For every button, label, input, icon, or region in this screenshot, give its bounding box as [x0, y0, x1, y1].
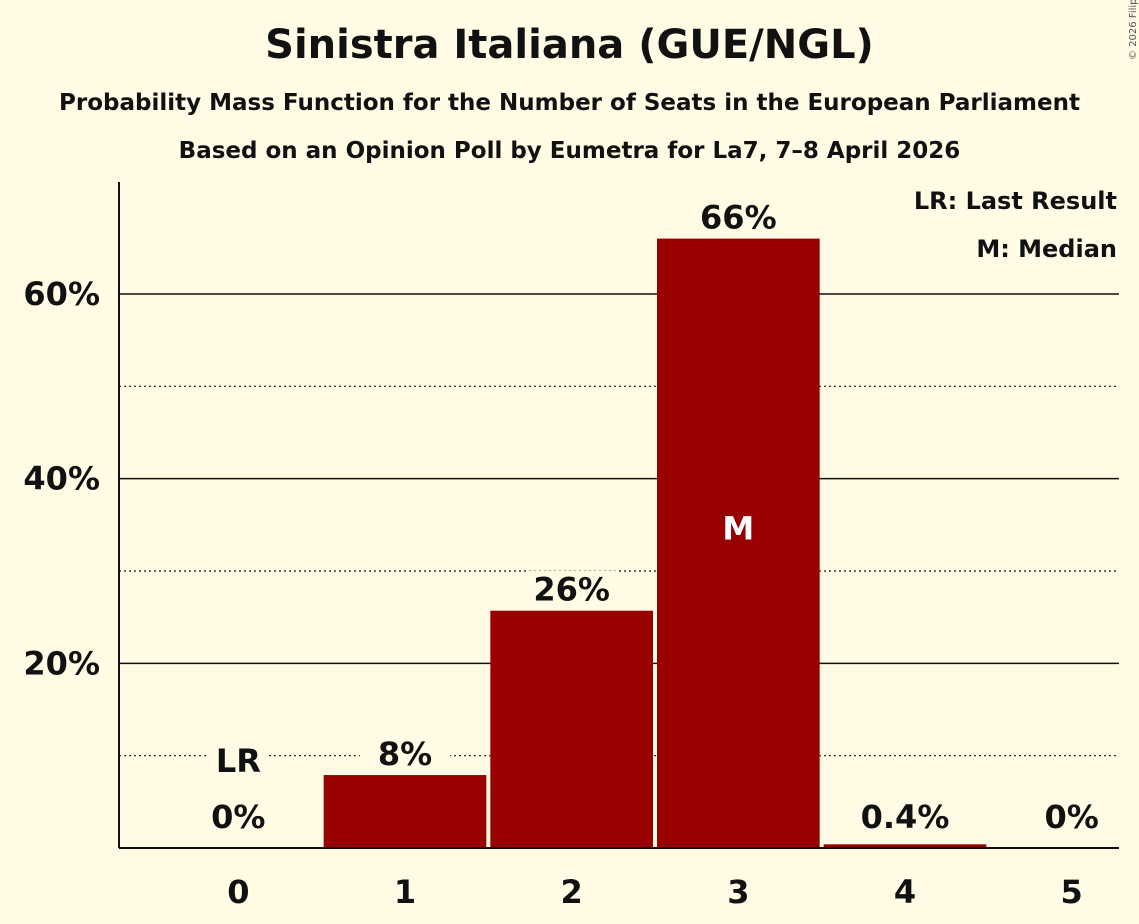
value-label-background — [193, 798, 284, 834]
value-label-background — [1026, 798, 1117, 834]
y-tick-label: 40% — [23, 460, 100, 498]
value-label-background — [693, 198, 784, 235]
bar — [657, 238, 820, 849]
y-tick-label: 60% — [23, 275, 100, 313]
labels: 20% 40% 60% 0 0% LR 1 8% 2 26% 3 66% M 4 0.4% 5 0% — [23, 198, 1117, 911]
value-label: 0% — [1045, 798, 1099, 836]
y-tick-label: 20% — [23, 644, 100, 682]
legend-median: M: Median — [976, 235, 1117, 263]
x-tick-label: 5 — [1061, 873, 1083, 911]
axes — [118, 182, 1119, 849]
value-label: 26% — [533, 571, 610, 609]
value-label-background — [360, 735, 450, 772]
bar — [490, 610, 653, 848]
chart-title: Sinistra Italiana (GUE/NGL) — [265, 22, 874, 68]
chart-subtitle: Probability Mass Function for the Number… — [59, 90, 1080, 116]
gridlines — [119, 293, 1119, 757]
value-label: 8% — [378, 735, 432, 773]
x-tick-label: 2 — [561, 873, 583, 911]
chart-source: Based on an Opinion Poll by Eumetra for … — [178, 138, 961, 164]
value-label: 0.4% — [861, 798, 950, 836]
value-label-background — [860, 798, 950, 834]
bar — [823, 844, 987, 848]
x-tick-label: 0 — [227, 873, 249, 911]
value-label-background — [526, 570, 617, 607]
last-result-background — [208, 742, 269, 778]
value-label: 0% — [211, 798, 265, 836]
last-result-marker: LR — [216, 742, 261, 780]
value-label: 66% — [700, 199, 777, 237]
median-marker: M — [722, 509, 754, 547]
x-tick-label: 1 — [394, 873, 416, 911]
bar — [323, 775, 487, 848]
legend-last-result: LR: Last Result — [914, 187, 1117, 215]
x-tick-label: 4 — [894, 873, 916, 911]
x-tick-label: 3 — [727, 873, 749, 911]
bars — [323, 238, 987, 849]
